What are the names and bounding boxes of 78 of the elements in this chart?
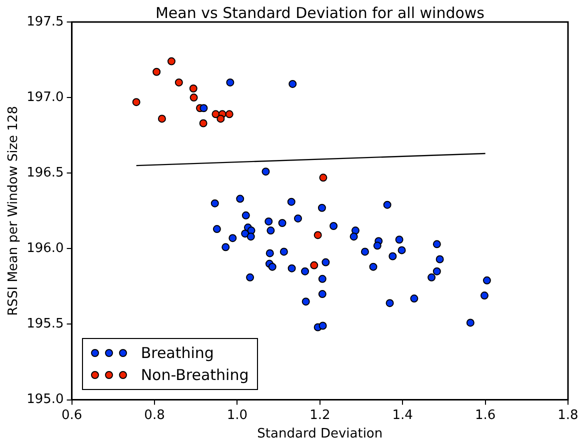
- point: [398, 246, 406, 254]
- point: [480, 292, 488, 300]
- point: [241, 230, 250, 238]
- point: [236, 194, 244, 203]
- chart-title: Mean vs Standard Deviation for all windows: [154, 4, 486, 22]
- point: [266, 226, 275, 235]
- y-tick-label: 197.5: [26, 14, 64, 30]
- point: [428, 273, 436, 282]
- point: [158, 114, 166, 123]
- point: [436, 255, 444, 264]
- point: [266, 249, 274, 258]
- point: [280, 248, 288, 256]
- point: [330, 222, 338, 230]
- y-tick-label: 195.0: [26, 392, 64, 408]
- x-tick-label: 1.2: [310, 408, 330, 423]
- point: [226, 78, 234, 86]
- x-tick-label: 0.6: [61, 408, 82, 423]
- point: [199, 119, 208, 128]
- point: [246, 232, 255, 241]
- point: [288, 80, 297, 88]
- y-tick-label: 197.0: [26, 90, 64, 105]
- point: [318, 274, 326, 283]
- point: [264, 217, 273, 226]
- point: [210, 199, 219, 208]
- point: [395, 236, 404, 244]
- point: [432, 267, 441, 276]
- point: [246, 273, 254, 282]
- point: [132, 98, 140, 106]
- point: [189, 84, 198, 92]
- point: [302, 298, 310, 306]
- point: [322, 258, 330, 266]
- point: [360, 248, 369, 256]
- point: [350, 232, 358, 241]
- point: [288, 264, 296, 272]
- point: [318, 204, 326, 212]
- point: [373, 242, 382, 250]
- point: [287, 198, 296, 206]
- point: [318, 290, 326, 298]
- y-tick-label: 196.5: [26, 165, 64, 180]
- point: [318, 322, 327, 330]
- point: [228, 234, 237, 242]
- point: [369, 262, 378, 271]
- point: [225, 110, 234, 118]
- legend-label: Breathing: [140, 344, 214, 362]
- point: [388, 252, 397, 260]
- x-axis-title: Standard Deviation: [257, 426, 383, 442]
- point: [262, 168, 270, 176]
- point: [482, 276, 491, 284]
- point: [200, 104, 208, 112]
- point: [242, 211, 250, 220]
- point: [167, 57, 176, 66]
- point: [301, 267, 310, 276]
- point: [410, 294, 418, 303]
- point: [383, 200, 392, 209]
- x-tick-label: 1.8: [558, 408, 578, 423]
- point: [466, 318, 474, 327]
- point: [212, 225, 221, 234]
- point: [222, 243, 230, 252]
- x-tick-label: 1.4: [392, 408, 413, 423]
- point: [432, 240, 441, 248]
- point: [310, 261, 318, 270]
- point: [386, 299, 394, 308]
- point: [314, 231, 322, 240]
- y-tick-label: 195.5: [26, 316, 64, 332]
- point: [319, 174, 328, 182]
- y-axis-title: RSSI Mean per Window Size 128: [6, 106, 22, 316]
- point: [190, 94, 198, 102]
- y-tick-label: 196.0: [26, 241, 64, 256]
- x-tick-label: 1.0: [226, 408, 248, 423]
- x-tick-label: 0.8: [144, 408, 165, 423]
- point: [278, 218, 286, 227]
- legend-label: Non-Breathing: [140, 366, 249, 384]
- point: [268, 262, 276, 271]
- point: [152, 68, 161, 76]
- point: [294, 214, 302, 222]
- point: [216, 114, 225, 123]
- x-tick-label: 1.6: [474, 408, 496, 423]
- point: [174, 78, 183, 86]
